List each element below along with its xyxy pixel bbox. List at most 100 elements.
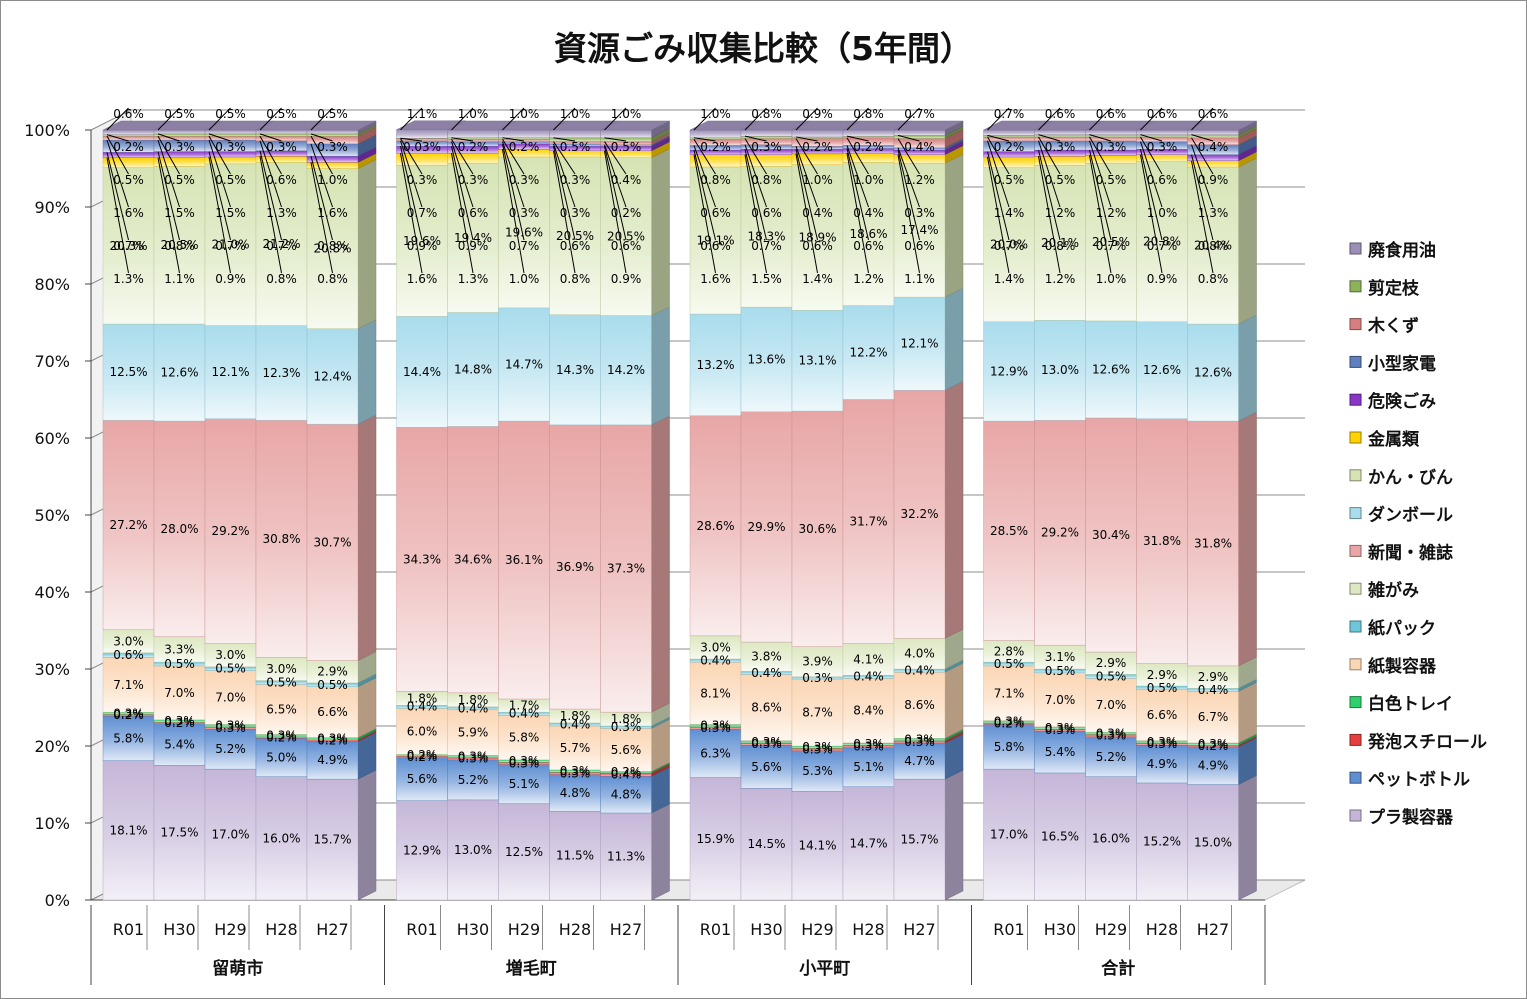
bar-segment: [1136, 418, 1188, 664]
bar-segment: [983, 724, 1035, 770]
bar-top: [306, 120, 377, 131]
x-tick-label: H28: [852, 920, 884, 939]
data-label: 0.8%: [751, 173, 782, 187]
y-tick-label: 90%: [34, 198, 70, 217]
bar-segment: [740, 129, 793, 137]
legend-label: 剪定枝: [1368, 278, 1420, 299]
data-label: 5.3%: [802, 764, 833, 778]
bar-segment: [1136, 782, 1188, 901]
x-tick-label: H30: [1044, 920, 1076, 939]
bar-segment: [306, 168, 359, 329]
data-label: 5.2%: [458, 773, 489, 787]
x-tick-label: R01: [700, 920, 731, 939]
bar-segment: [740, 674, 793, 741]
data-label: 28.6%: [696, 519, 734, 533]
data-label: 12.9%: [990, 364, 1028, 378]
data-label: 2.9%: [1096, 656, 1127, 670]
leader-line: [106, 157, 129, 274]
bar-segment: [600, 157, 652, 316]
bar-segment: [447, 312, 499, 427]
data-label: 0.3%: [509, 754, 540, 768]
bar-segment: [204, 163, 257, 326]
legend-swatch: [1349, 507, 1362, 520]
bar-segment: [549, 156, 601, 316]
leader-line: [795, 146, 818, 208]
leader-line: [106, 139, 129, 208]
legend-label: ペットボトル: [1368, 770, 1470, 790]
leader-line: [157, 135, 180, 175]
bar-segment: [740, 411, 793, 643]
data-label: 0.3%: [802, 742, 833, 756]
bar-segment: [498, 307, 550, 422]
data-label: 12.6%: [1092, 362, 1130, 376]
leader-line: [157, 107, 180, 131]
data-label: 29.9%: [747, 520, 785, 534]
data-label: 8.6%: [904, 698, 935, 712]
leader-line: [604, 137, 627, 142]
leader-line: [259, 133, 282, 142]
data-label: 5.1%: [509, 777, 540, 791]
data-label: 1.5%: [164, 206, 195, 220]
data-label: 0.3%: [215, 719, 246, 733]
data-label: 0.3%: [1147, 735, 1178, 749]
legend-label: 白色トレイ: [1368, 694, 1453, 715]
x-tick-label: H30: [163, 920, 195, 939]
data-label: 2.9%: [317, 665, 348, 679]
leader-line: [846, 135, 869, 142]
legend-label: ダンボール: [1368, 505, 1453, 526]
y-tick-label: 100%: [24, 121, 70, 140]
data-label: 0.2%: [994, 140, 1025, 154]
data-label: 0.3%: [1045, 721, 1076, 735]
group-label: 増毛町: [506, 958, 557, 979]
bar-segment: [255, 776, 308, 901]
data-label: 0.5%: [1096, 669, 1127, 683]
leader-line: [846, 148, 869, 241]
data-label: 4.8%: [611, 788, 642, 802]
bar-segment: [549, 424, 601, 710]
bar-segment: [1187, 129, 1239, 135]
data-label: 0.6%: [560, 239, 591, 253]
data-label: 0.6%: [1147, 173, 1178, 187]
data-label: 1.6%: [700, 272, 731, 286]
x-tick-label: H27: [903, 920, 935, 939]
data-label: 18.1%: [109, 823, 147, 837]
data-label: 0.9%: [407, 239, 438, 253]
data-label: 0.4%: [611, 767, 642, 781]
data-label: 34.6%: [454, 553, 492, 567]
data-label: 0.4%: [1198, 683, 1229, 697]
leader-line: [553, 141, 576, 175]
data-label: 27.2%: [109, 518, 147, 532]
data-label: 17.0%: [211, 828, 249, 842]
legend-label: 発泡スチロール: [1367, 731, 1487, 752]
data-label: 14.7%: [505, 357, 543, 371]
data-label: 0.4%: [904, 140, 935, 154]
bar-segment-side: [1238, 681, 1257, 744]
data-label: 5.2%: [215, 742, 246, 756]
leader-line: [897, 134, 920, 142]
data-label: 0.4%: [509, 707, 540, 721]
x-tick-label: H29: [214, 920, 246, 939]
data-label: 0.2%: [509, 140, 540, 154]
data-label: 14.4%: [403, 365, 441, 379]
data-label: 0.3%: [458, 749, 489, 763]
data-label: 15.2%: [1143, 834, 1181, 848]
data-label: 5.6%: [611, 743, 642, 757]
leader-line: [604, 107, 627, 131]
leader-line: [1038, 140, 1061, 208]
data-label: 0.7%: [113, 239, 144, 253]
leader-line: [451, 107, 474, 131]
leader-line: [987, 107, 1010, 131]
bar-segment: [1034, 672, 1086, 727]
leader-line: [693, 138, 716, 175]
legend-label: 紙パック: [1368, 618, 1436, 639]
leader-line: [1038, 136, 1061, 175]
bar-segment: [1187, 746, 1239, 785]
y-tick-label: 50%: [34, 506, 70, 525]
x-tick-label: H27: [610, 920, 642, 939]
x-tick-label: R01: [113, 920, 144, 939]
bar-segment: [153, 420, 206, 637]
bar-segment: [1187, 691, 1239, 744]
data-label: 0.3%: [904, 735, 935, 749]
data-label: 0.8%: [1045, 239, 1076, 253]
data-label: 1.6%: [317, 206, 348, 220]
